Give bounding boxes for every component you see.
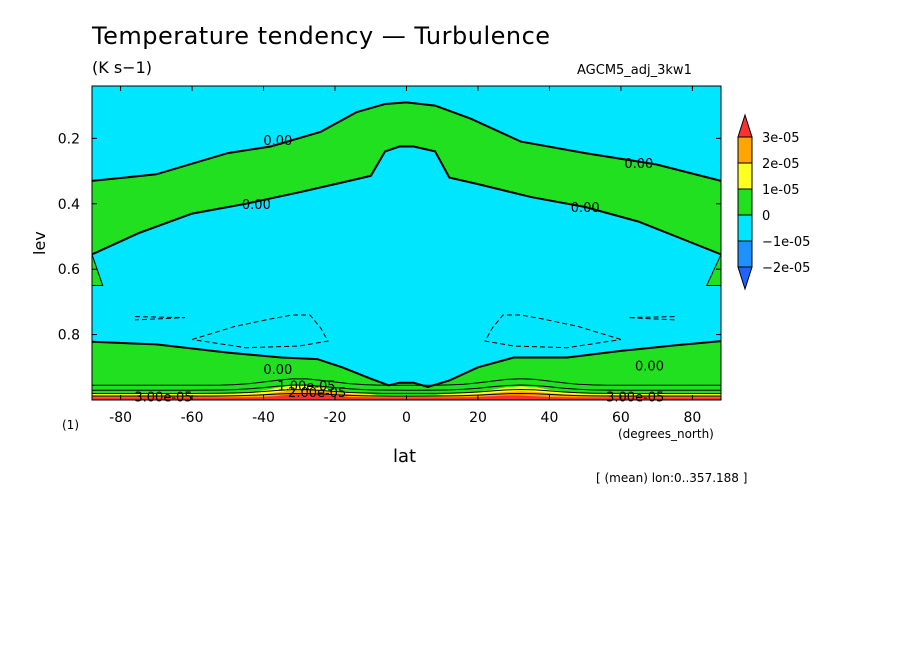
x-tick-label-7: 40 [541,410,559,426]
x-tick-label-9: 80 [683,410,701,426]
colorbar-label-1: 3e-05 [762,131,800,146]
colorbar-segment-4 [737,214,753,242]
surface-contour-2 [92,384,721,391]
contour-label-6: 0.00 [635,360,664,375]
colorbar-segment-3 [737,188,753,216]
colorbar-label-5: −1e-05 [762,235,810,250]
x-tick-label-1: -80 [109,410,132,426]
region-note: [ (mean) lon:0..357.188 ] [596,471,748,485]
zero-contour-lower [91,145,722,256]
chart-title: Temperature tendency — Turbulence [92,22,551,50]
colorbar-segment-5 [737,240,753,268]
x-axis-label: lat [393,446,417,467]
colorbar-label-3: 1e-05 [762,183,800,198]
colorbar-bottom-arrow [737,266,753,291]
colorbar-segment-1 [737,136,753,164]
contour-label-10: 3.00e-05 [606,391,664,406]
dashed-contour-2 [191,314,329,349]
contour-label-1: 0.00 [263,134,292,149]
zero-contour-upper [91,101,722,182]
layer-red [92,393,721,400]
dashed-contour-1 [134,316,185,321]
colorbar-label-6: −2e-05 [762,261,810,276]
contour-label-8: 2.00e-05 [288,386,346,401]
surface-contour-1 [92,378,721,386]
zero-contour-bottom [91,340,722,388]
x-tick-label-3: -40 [252,410,275,426]
x-tick-label-8: 60 [612,410,630,426]
y-tick-label-1: 0.2 [58,131,80,147]
contour-label-2: 0.00 [624,157,653,172]
colorbar-segment-2 [737,162,753,190]
y-tick-label-4: 0.8 [58,328,80,344]
x-tick-label-6: 20 [469,410,487,426]
y-tick-label-3: 0.6 [58,262,80,278]
contour-label-7: 1.00e-05 [277,379,335,394]
contour-label-3: 0.00 [242,198,271,213]
bottom-level-marker: (1) [62,418,79,432]
y-tick-label-2: 0.4 [58,197,80,213]
contour-label-5: 0.00 [263,363,292,378]
contour-label-4: 0.00 [571,201,600,216]
x-tick-label-2: -60 [181,410,204,426]
dashed-contour-4 [484,314,622,349]
x-axis-units: (degrees_north) [618,427,714,441]
x-tick-label-4: -20 [324,410,347,426]
colorbar-label-4: 0 [762,209,770,224]
x-tick-label-5: 0 [402,410,411,426]
colorbar-label-2: 2e-05 [762,157,800,172]
contour-label-9: 3.00e-05 [134,391,192,406]
dataset-label: AGCM5_adj_3kw1 [577,63,692,78]
colorbar-top-arrow [737,113,753,138]
surface-contour-3 [92,388,721,394]
upper-positive-band [92,102,721,255]
chart-units: (K s−1) [92,58,152,77]
